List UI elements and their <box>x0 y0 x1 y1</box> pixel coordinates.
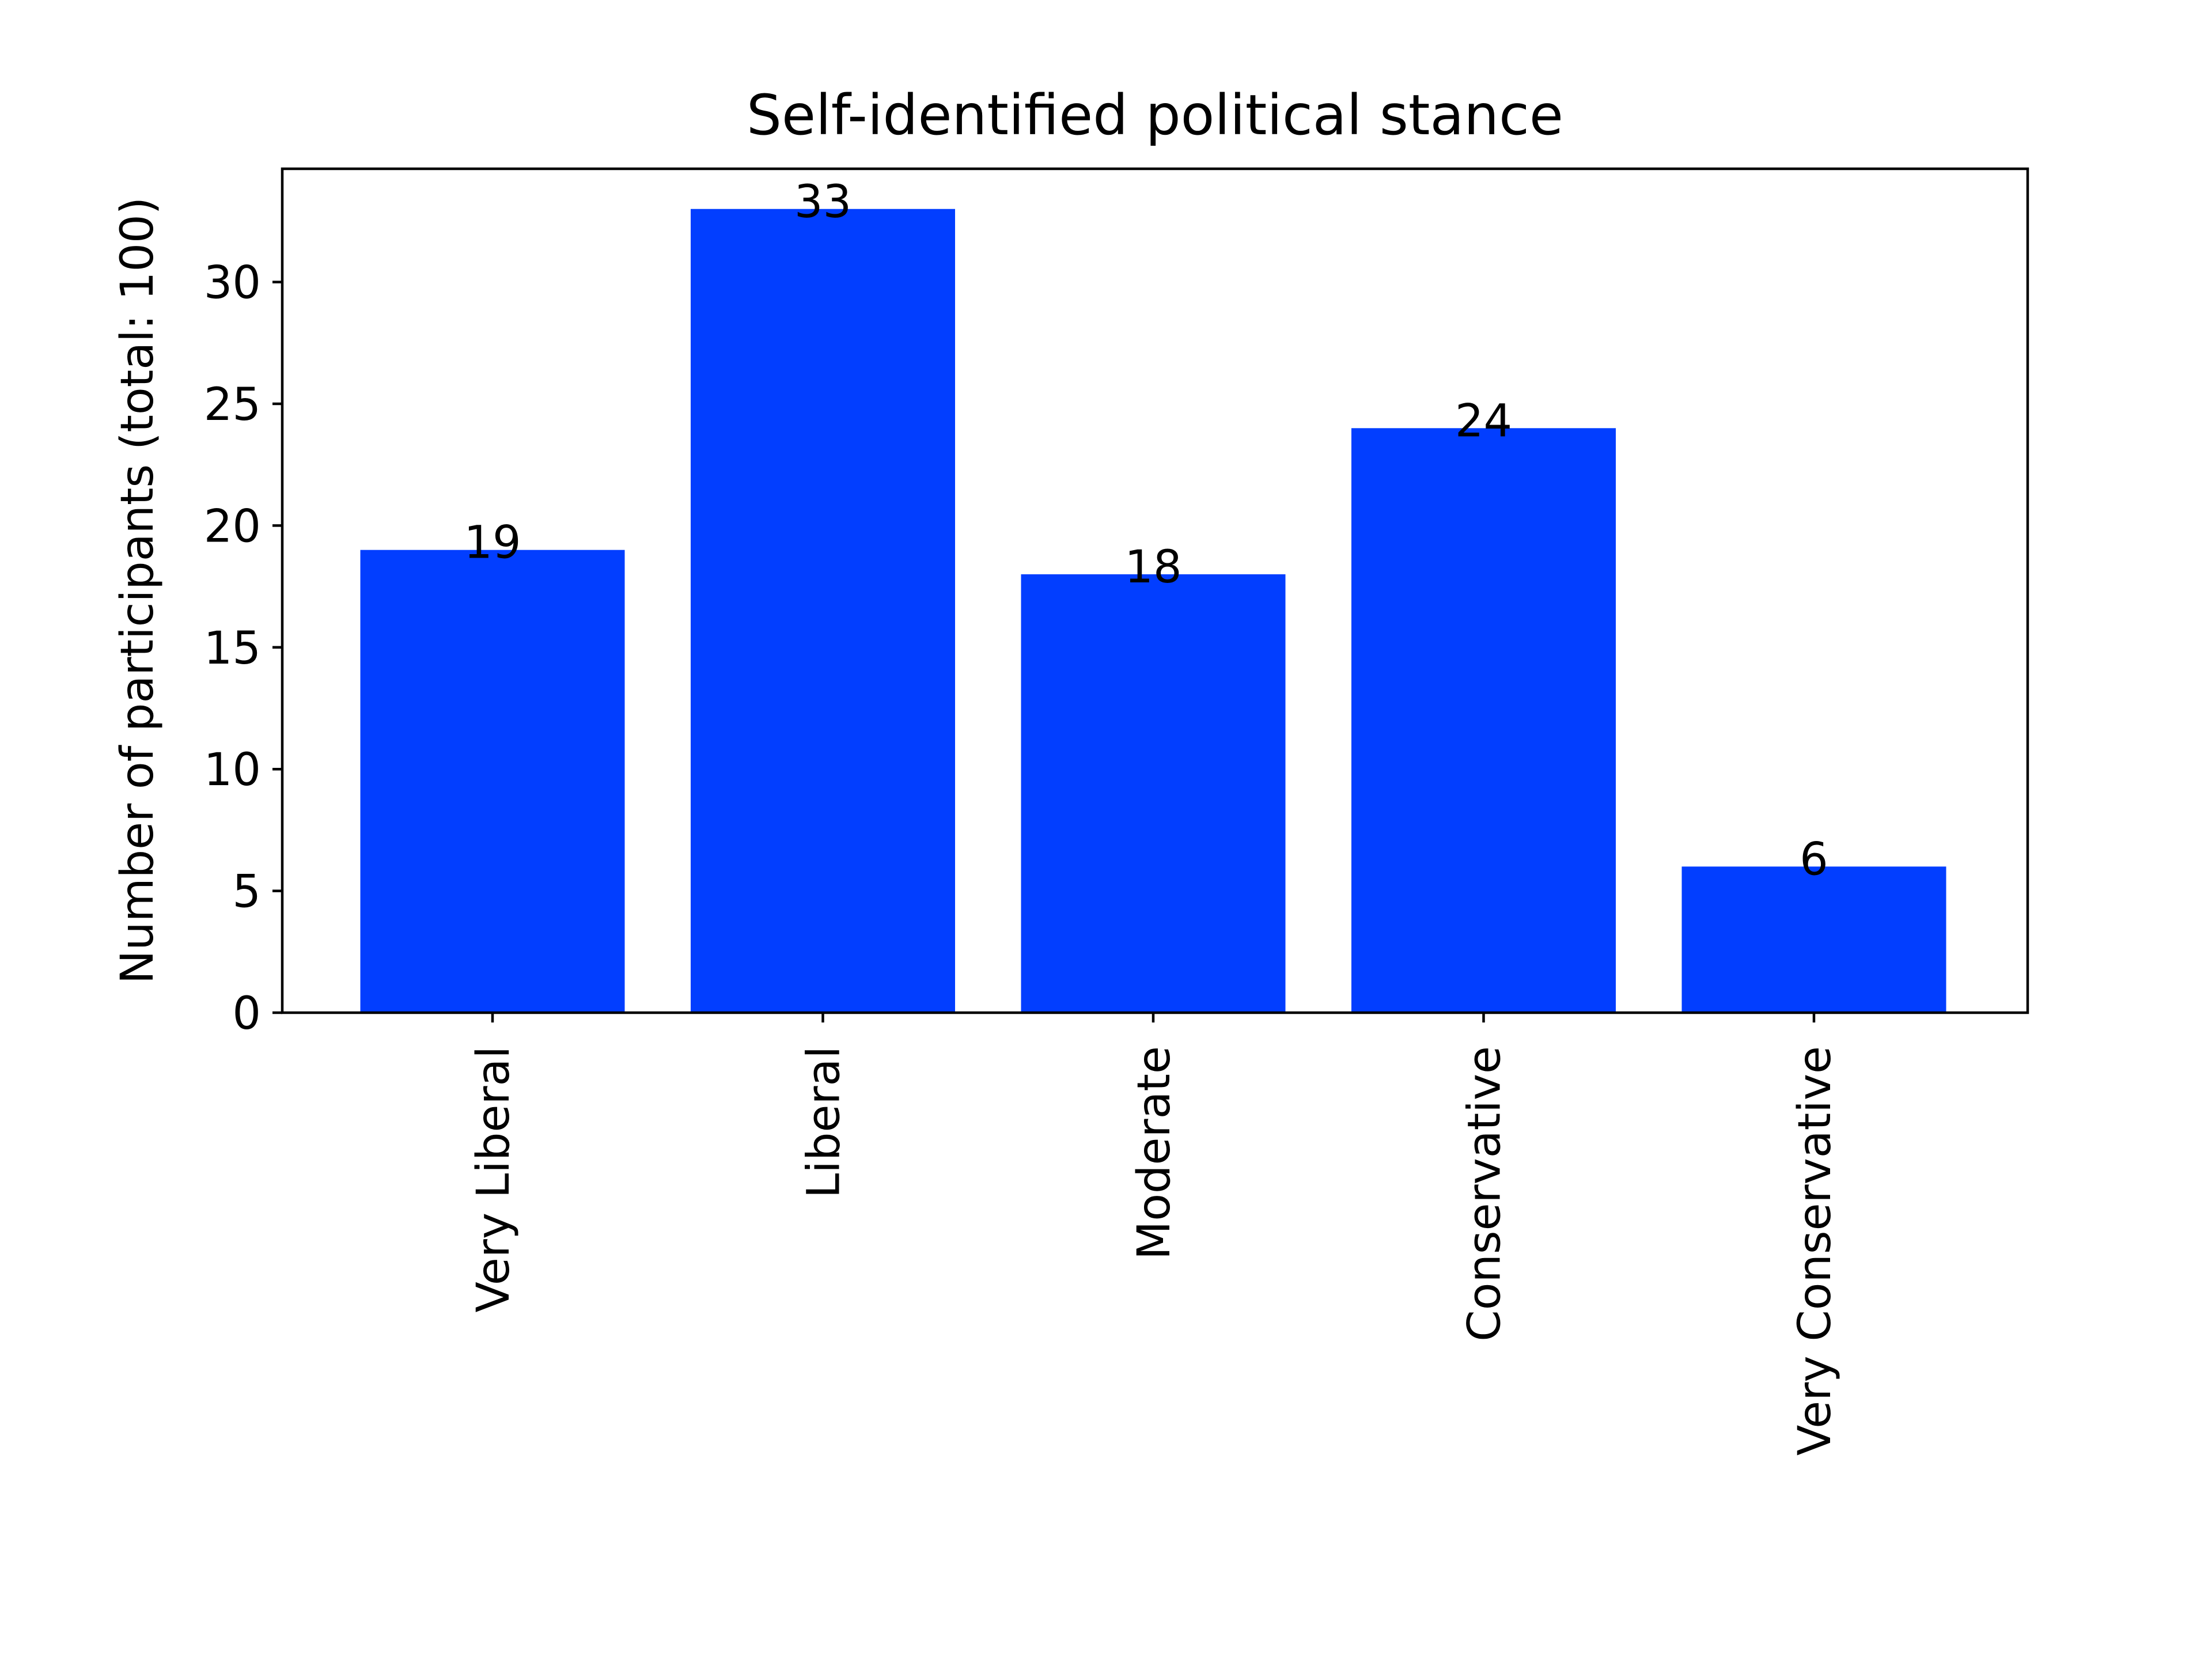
y-tick-label: 20 <box>204 501 261 552</box>
y-tick-label: 25 <box>204 379 261 431</box>
y-tick-label: 0 <box>232 988 261 1040</box>
bar-liberal <box>691 209 955 1013</box>
value-label: 19 <box>464 517 521 569</box>
chart-title: Self-identified political stance <box>747 83 1563 147</box>
y-tick-label: 15 <box>204 623 261 675</box>
bars <box>360 209 1946 1013</box>
x-tick-label: Liberal <box>798 1046 850 1198</box>
plot-frame <box>281 167 2029 1014</box>
y-tick-label: 30 <box>204 257 261 309</box>
value-labels: 19 33 18 24 6 <box>464 176 1828 886</box>
bar-moderate <box>1021 574 1286 1013</box>
bar-conservative <box>1351 428 1616 1013</box>
x-tick-label: Very Liberal <box>468 1046 520 1312</box>
y-tick-label: 5 <box>232 866 261 918</box>
y-tick-label: 10 <box>204 744 261 796</box>
x-tick-label: Conservative <box>1459 1046 1511 1342</box>
y-axis-label: Number of participants (total: 100) <box>112 197 164 984</box>
bar-very-conservative <box>1681 866 1946 1013</box>
x-tick-label: Moderate <box>1128 1046 1180 1260</box>
y-axis: 0 5 10 15 20 25 30 <box>204 257 282 1040</box>
bar-very-liberal <box>360 550 625 1013</box>
value-label: 6 <box>1800 834 1828 885</box>
value-label: 33 <box>794 176 851 228</box>
value-label: 18 <box>1124 541 1181 593</box>
value-label: 24 <box>1455 395 1512 447</box>
x-tick-label: Very Conservative <box>1789 1046 1841 1456</box>
x-axis: Very Liberal Liberal Moderate Conservative V… <box>468 1013 1841 1456</box>
